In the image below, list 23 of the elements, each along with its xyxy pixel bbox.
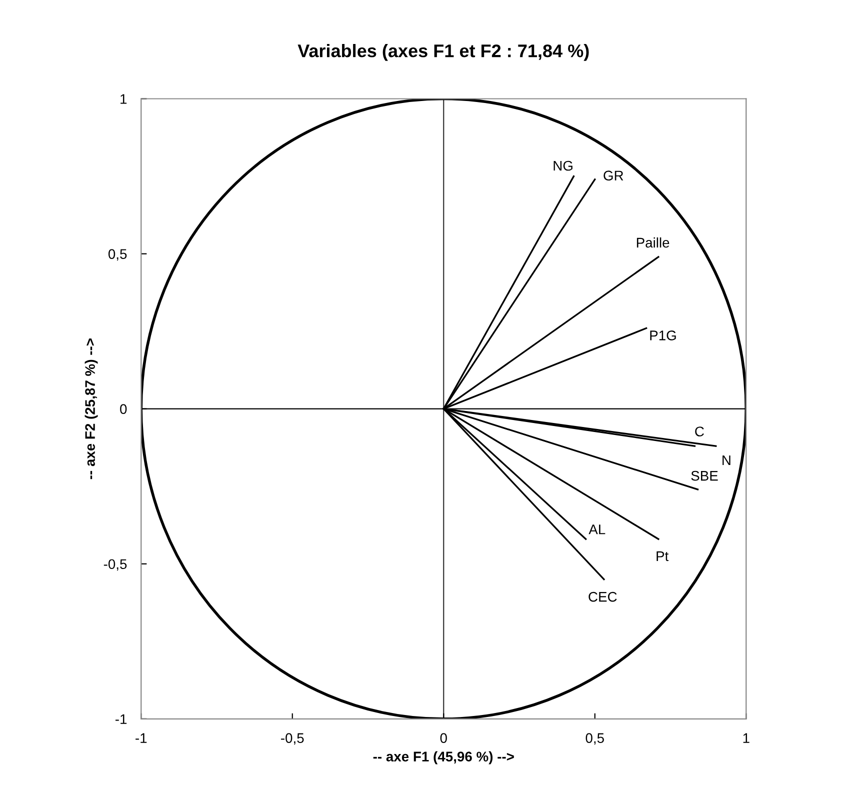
y-tick-label: -1 — [115, 714, 127, 724]
y-tick-label: 1 — [120, 94, 127, 104]
series-label: SBE — [691, 470, 718, 481]
series-label: C — [695, 426, 704, 436]
x-tick-label: -1 — [136, 733, 147, 743]
series-label: Paille — [636, 237, 670, 248]
y-axis-title: -- axe F2 (25,87 %) --> — [84, 338, 98, 480]
x-tick-label: 0,5 — [586, 733, 604, 745]
series-label: N — [722, 455, 730, 466]
series-label: GR — [604, 170, 624, 181]
series-label: Pt — [656, 551, 669, 562]
chart-title: Variables (axes F1 et F2 : 71,84 %) — [298, 44, 589, 61]
x-axis-title: -- axe F1 (45,96 %) --> — [373, 751, 514, 764]
x-tick-label: 1 — [743, 733, 750, 743]
series-label: CEC — [588, 592, 617, 602]
series-label: P1G — [650, 330, 676, 340]
y-tick-label: -0,5 — [104, 559, 127, 571]
x-tick-label: -0,5 — [281, 733, 304, 745]
y-tick-label: 0,5 — [108, 249, 127, 261]
series-label: AL — [588, 524, 606, 534]
x-tick-label: 0 — [440, 733, 447, 743]
series-label: NG — [554, 160, 572, 171]
y-tick-label: 0 — [120, 404, 127, 414]
